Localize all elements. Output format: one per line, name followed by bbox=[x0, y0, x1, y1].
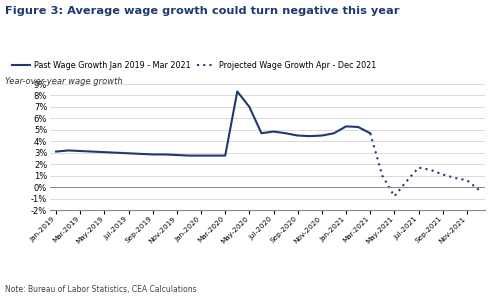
Text: Figure 3: Average wage growth could turn negative this year: Figure 3: Average wage growth could turn… bbox=[5, 6, 400, 16]
Legend: Past Wage Growth Jan 2019 - Mar 2021, Projected Wage Growth Apr - Dec 2021: Past Wage Growth Jan 2019 - Mar 2021, Pr… bbox=[9, 58, 380, 74]
Text: Year-over-year wage growth: Year-over-year wage growth bbox=[5, 76, 122, 85]
Text: Note: Bureau of Labor Statistics, CEA Calculations: Note: Bureau of Labor Statistics, CEA Ca… bbox=[5, 285, 196, 294]
